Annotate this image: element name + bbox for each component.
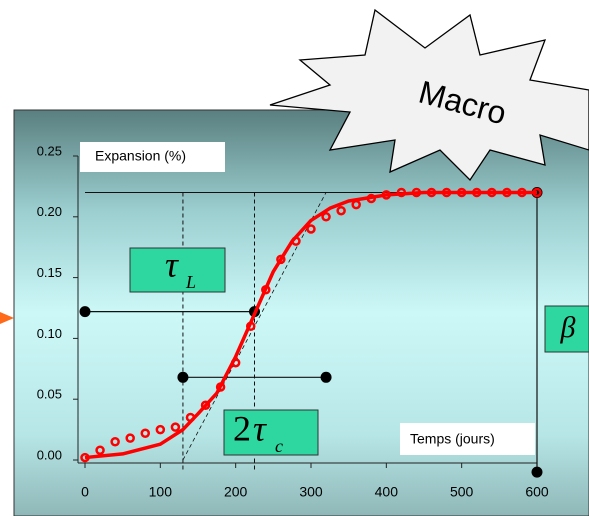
segment-end [79,306,91,318]
x-tick-label: 300 [299,484,323,500]
data-point [502,187,512,198]
data-point [110,437,120,447]
data-point [456,187,467,198]
beta-box [544,305,589,353]
data-point [200,400,211,411]
data-point [125,433,135,443]
callout-burst [269,8,589,182]
data-point [487,187,497,198]
x-tick-label: 600 [525,484,549,500]
x-label-box [400,423,535,455]
data-point [411,187,422,198]
y-tick-label: 0.15 [37,265,62,280]
y-tick-label: 0.05 [37,387,62,402]
y-tick-label: 0.20 [37,204,62,219]
data-point [276,254,286,265]
data-point [426,187,437,198]
y-tick-label: 0.10 [37,326,62,341]
arrow [0,312,14,324]
data-point [366,193,377,204]
segment-end [320,371,332,383]
tangent [182,192,327,461]
data-point [321,212,331,222]
y-axis-label: Expansion (%) [95,148,186,164]
y-tick-label: 0.00 [37,447,62,462]
beta-symbol: β [560,311,576,344]
data-point [215,382,226,392]
tau-c-box [223,409,319,456]
tau-symbol: τ [253,408,267,448]
tau-c-prefix: 2 [233,408,251,448]
y-tick-label: 0.25 [37,143,62,158]
data-point [291,236,301,246]
data-point [245,321,256,331]
data-point [80,452,90,463]
tau-subscript: L [185,272,196,292]
tau-symbol: τ [165,244,179,284]
x-tick-label: 100 [149,484,173,500]
data-point [381,190,392,200]
data-point [351,199,361,210]
x-tick-label: 500 [450,484,474,500]
data-point [230,357,241,368]
x-tick-label: 200 [224,484,248,500]
data-point [396,187,407,198]
y-label-box [80,142,225,172]
data-point [261,285,271,295]
data-point [517,187,527,198]
data-point [155,424,166,435]
tau-subscript: c [275,436,283,456]
x-tick-label: 0 [81,484,89,500]
data-point [336,205,346,216]
x-axis-label: Temps (jours) [410,431,495,447]
tau-l-box [129,247,226,293]
data-point [140,428,151,438]
data-point [532,187,542,198]
data-point [471,187,482,198]
data-point [306,224,316,234]
data-point [95,445,105,456]
data-point [441,187,452,198]
x-tick-label: 400 [375,484,399,500]
data-point [185,412,196,423]
data-point [170,422,181,432]
segment-end [177,371,189,383]
segment-end [531,466,543,478]
